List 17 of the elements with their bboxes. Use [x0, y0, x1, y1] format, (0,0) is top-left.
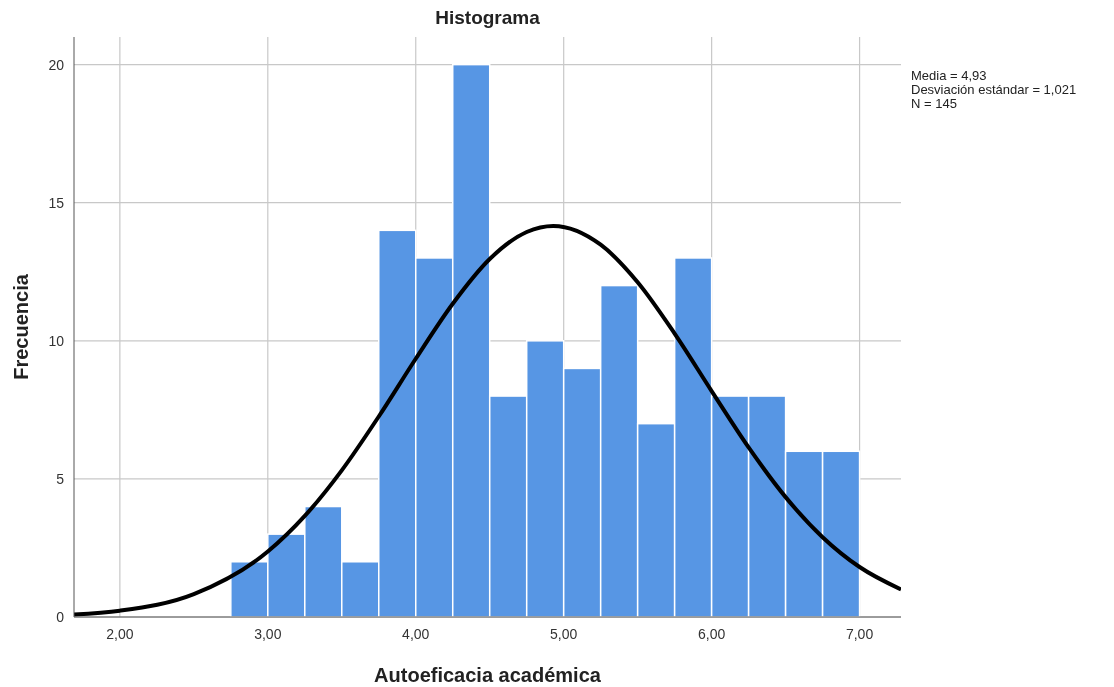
- text: Desviación estándar = 1,021: [911, 82, 1077, 97]
- x-tick-label: 2,00: [106, 626, 134, 642]
- chart-title: Histograma: [435, 7, 541, 28]
- x-tick-label: 4,00: [402, 626, 430, 642]
- x-tick-label: 3,00: [254, 626, 282, 642]
- text: Media = 4,93: [911, 68, 987, 83]
- y-tick-label: 15: [48, 194, 65, 211]
- x-axis-title: Autoeficacia académica: [374, 664, 602, 686]
- y-tick-label: 0: [56, 609, 65, 625]
- y-tick-label: 5: [56, 470, 65, 487]
- x-tick-label: 7,00: [845, 626, 874, 642]
- text: N = 145: [911, 96, 957, 111]
- y-tick-label: 20: [48, 56, 65, 73]
- y-axis-title: Frecuencia: [10, 273, 32, 380]
- x-tick-label: 6,00: [698, 626, 726, 642]
- x-tick-label: 5,00: [550, 626, 578, 642]
- y-tick-label: 10: [48, 332, 65, 349]
